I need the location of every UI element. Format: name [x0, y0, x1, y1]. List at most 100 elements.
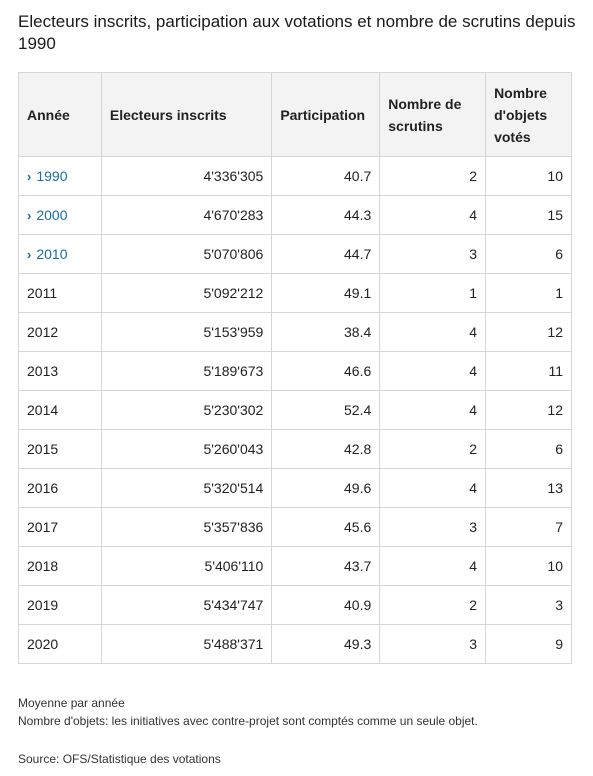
cell-annee: 2020: [18, 624, 102, 664]
cell-annee: 2017: [18, 507, 102, 547]
chevron-right-icon: ›: [27, 208, 32, 223]
cell-participation: 49.3: [271, 624, 381, 664]
table-row: 2020 5'488'371 49.3 3 9: [18, 624, 572, 664]
table-header-row: Année Electeurs inscrits Participation N…: [18, 72, 572, 157]
table-row: 2013 5'189'673 46.6 4 11: [18, 351, 572, 391]
header-annee: Année: [18, 72, 102, 157]
chevron-right-icon: ›: [27, 247, 32, 262]
cell-nombre-objets-votes: 12: [485, 390, 572, 430]
cell-nombre-de-scrutins: 4: [379, 195, 487, 235]
cell-annee: 2014: [18, 390, 102, 430]
cell-electeurs-inscrits: 5'153'959: [100, 312, 273, 352]
cell-nombre-de-scrutins: 4: [379, 351, 487, 391]
table-row[interactable]: › 2010 5'070'806 44.7 3 6: [18, 234, 572, 274]
table-row: 2012 5'153'959 38.4 4 12: [18, 312, 572, 352]
table-row: 2016 5'320'514 49.6 4 13: [18, 468, 572, 508]
table-row[interactable]: › 2000 4'670'283 44.3 4 15: [18, 195, 572, 235]
table-row: 2015 5'260'043 42.8 2 6: [18, 429, 572, 469]
cell-nombre-objets-votes: 6: [485, 234, 572, 274]
footnote-objects: Nombre d'objets: les initiatives avec co…: [18, 714, 478, 728]
expand-year-toggle[interactable]: › 2010: [27, 246, 68, 262]
cell-participation: 52.4: [271, 390, 381, 430]
cell-participation: 44.7: [271, 234, 381, 274]
cell-annee: 2013: [18, 351, 102, 391]
cell-participation: 49.1: [271, 273, 381, 313]
cell-participation: 45.6: [271, 507, 381, 547]
chevron-right-icon: ›: [27, 169, 32, 184]
year-label[interactable]: 2000: [36, 207, 68, 223]
cell-electeurs-inscrits: 5'070'806: [100, 234, 273, 274]
cell-nombre-objets-votes: 10: [485, 546, 572, 586]
cell-annee: 2019: [18, 585, 102, 625]
cell-electeurs-inscrits: 5'488'371: [100, 624, 273, 664]
footnote-average: Moyenne par année: [18, 696, 125, 710]
table-row[interactable]: › 1990 4'336'305 40.7 2 10: [18, 156, 572, 196]
cell-participation: 40.9: [271, 585, 381, 625]
cell-participation: 40.7: [271, 156, 381, 196]
cell-nombre-de-scrutins: 4: [379, 546, 487, 586]
cell-nombre-objets-votes: 7: [485, 507, 572, 547]
source-note: Source: OFS/Statistique des votations: [18, 752, 221, 766]
cell-annee[interactable]: › 2010: [18, 234, 102, 274]
cell-nombre-de-scrutins: 4: [379, 468, 487, 508]
expand-year-toggle[interactable]: › 2000: [27, 207, 68, 223]
year-label[interactable]: 1990: [36, 168, 68, 184]
cell-nombre-objets-votes: 3: [485, 585, 572, 625]
cell-annee[interactable]: › 2000: [18, 195, 102, 235]
cell-electeurs-inscrits: 5'406'110: [100, 546, 273, 586]
cell-electeurs-inscrits: 4'670'283: [100, 195, 273, 235]
table-row: 2011 5'092'212 49.1 1 1: [18, 273, 572, 313]
cell-nombre-objets-votes: 10: [485, 156, 572, 196]
header-nombre-de-scrutins: Nombre de scrutins: [379, 72, 487, 157]
header-nombre-objets-votes: Nombre d'objets votés: [485, 72, 572, 157]
cell-nombre-de-scrutins: 3: [379, 507, 487, 547]
cell-participation: 38.4: [271, 312, 381, 352]
table-row: 2019 5'434'747 40.9 2 3: [18, 585, 572, 625]
cell-nombre-de-scrutins: 2: [379, 156, 487, 196]
cell-nombre-objets-votes: 9: [485, 624, 572, 664]
cell-nombre-objets-votes: 1: [485, 273, 572, 313]
cell-participation: 44.3: [271, 195, 381, 235]
cell-nombre-de-scrutins: 4: [379, 312, 487, 352]
table-row: 2018 5'406'110 43.7 4 10: [18, 546, 572, 586]
cell-nombre-de-scrutins: 2: [379, 585, 487, 625]
cell-nombre-objets-votes: 12: [485, 312, 572, 352]
cell-nombre-de-scrutins: 3: [379, 624, 487, 664]
expand-year-toggle[interactable]: › 1990: [27, 168, 68, 184]
cell-electeurs-inscrits: 4'336'305: [100, 156, 273, 196]
cell-annee: 2015: [18, 429, 102, 469]
year-label[interactable]: 2010: [36, 246, 68, 262]
cell-participation: 49.6: [271, 468, 381, 508]
cell-participation: 43.7: [271, 546, 381, 586]
cell-electeurs-inscrits: 5'320'514: [100, 468, 273, 508]
cell-nombre-objets-votes: 15: [485, 195, 572, 235]
cell-electeurs-inscrits: 5'230'302: [100, 390, 273, 430]
footnotes: Moyenne par année Nombre d'objets: les i…: [18, 694, 578, 730]
cell-nombre-de-scrutins: 2: [379, 429, 487, 469]
header-electeurs-inscrits: Electeurs inscrits: [100, 72, 273, 157]
cell-electeurs-inscrits: 5'260'043: [100, 429, 273, 469]
cell-participation: 42.8: [271, 429, 381, 469]
cell-annee[interactable]: › 1990: [18, 156, 102, 196]
cell-nombre-objets-votes: 6: [485, 429, 572, 469]
header-participation: Participation: [271, 72, 381, 157]
cell-electeurs-inscrits: 5'434'747: [100, 585, 273, 625]
cell-annee: 2018: [18, 546, 102, 586]
data-table: Année Electeurs inscrits Participation N…: [18, 72, 572, 664]
cell-nombre-objets-votes: 13: [485, 468, 572, 508]
table-row: 2017 5'357'836 45.6 3 7: [18, 507, 572, 547]
page-title: Electeurs inscrits, participation aux vo…: [18, 12, 576, 53]
cell-annee: 2012: [18, 312, 102, 352]
cell-nombre-de-scrutins: 1: [379, 273, 487, 313]
cell-nombre-objets-votes: 11: [485, 351, 572, 391]
cell-annee: 2011: [18, 273, 102, 313]
cell-nombre-de-scrutins: 3: [379, 234, 487, 274]
cell-electeurs-inscrits: 5'189'673: [100, 351, 273, 391]
cell-electeurs-inscrits: 5'357'836: [100, 507, 273, 547]
cell-electeurs-inscrits: 5'092'212: [100, 273, 273, 313]
cell-participation: 46.6: [271, 351, 381, 391]
cell-nombre-de-scrutins: 4: [379, 390, 487, 430]
cell-annee: 2016: [18, 468, 102, 508]
table-row: 2014 5'230'302 52.4 4 12: [18, 390, 572, 430]
